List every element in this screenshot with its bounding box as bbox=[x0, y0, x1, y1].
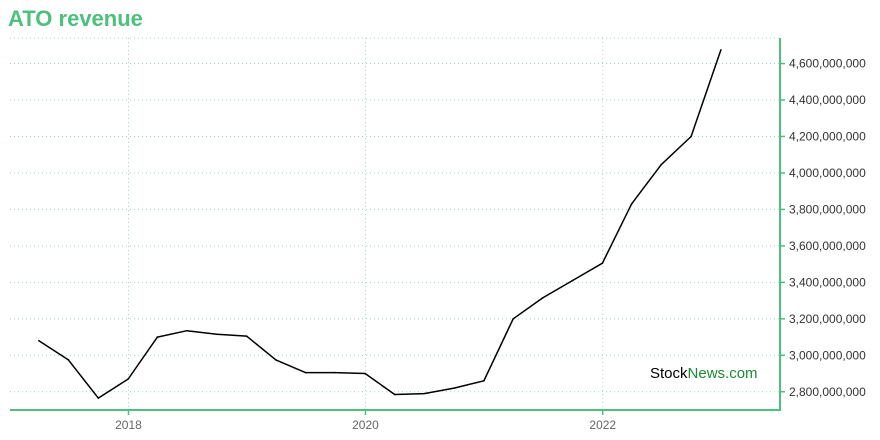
series-layer bbox=[38, 49, 722, 399]
data-point bbox=[156, 336, 159, 338]
y-tick-label: 3,000,000,000 bbox=[789, 348, 866, 362]
data-point bbox=[127, 378, 129, 380]
data-point bbox=[97, 397, 100, 399]
y-tick-label: 3,200,000,000 bbox=[789, 312, 866, 326]
y-tick-label: 4,000,000,000 bbox=[789, 166, 866, 180]
data-point bbox=[630, 203, 633, 205]
stocknews-watermark: StockNews.com bbox=[650, 365, 758, 382]
data-point bbox=[423, 392, 426, 395]
data-point bbox=[453, 387, 455, 389]
y-tick-label: 3,400,000,000 bbox=[789, 275, 866, 289]
y-tick-label: 4,200,000,000 bbox=[789, 129, 866, 143]
data-point bbox=[67, 359, 70, 361]
y-tick-label: 2,800,000,000 bbox=[789, 385, 866, 399]
series-line bbox=[38, 49, 722, 399]
watermark-part-1: Stock bbox=[650, 365, 688, 382]
data-point bbox=[334, 371, 337, 374]
x-tick-label: 2020 bbox=[352, 418, 379, 432]
axes bbox=[10, 38, 785, 415]
data-point bbox=[393, 393, 396, 396]
data-point bbox=[601, 262, 604, 265]
data-point bbox=[720, 49, 722, 51]
data-point bbox=[304, 371, 307, 374]
data-point bbox=[483, 380, 485, 382]
data-point bbox=[690, 135, 692, 138]
y-tick-label: 3,800,000,000 bbox=[789, 202, 866, 216]
data-point bbox=[186, 329, 188, 332]
data-point bbox=[512, 318, 514, 320]
data-point bbox=[38, 339, 40, 342]
chart-title: ATO revenue bbox=[8, 6, 143, 31]
x-tick-label: 2022 bbox=[589, 418, 616, 432]
data-point bbox=[245, 335, 248, 337]
gridlines bbox=[10, 37, 780, 410]
tick-labels: 2,800,000,000 3,000,000,000 3,200,000,000 3… bbox=[115, 57, 866, 432]
y-tick-label: 4,600,000,000 bbox=[789, 57, 866, 71]
data-point bbox=[364, 372, 366, 375]
watermark-part-2: News.com bbox=[687, 365, 758, 382]
y-tick-label: 4,400,000,000 bbox=[789, 93, 866, 107]
y-tick-label: 3,600,000,000 bbox=[789, 239, 866, 253]
data-point bbox=[215, 333, 218, 336]
data-point bbox=[541, 297, 544, 299]
data-point bbox=[660, 163, 662, 166]
data-point bbox=[275, 359, 277, 361]
x-tick-label: 2018 bbox=[115, 418, 142, 432]
data-point bbox=[571, 279, 574, 282]
